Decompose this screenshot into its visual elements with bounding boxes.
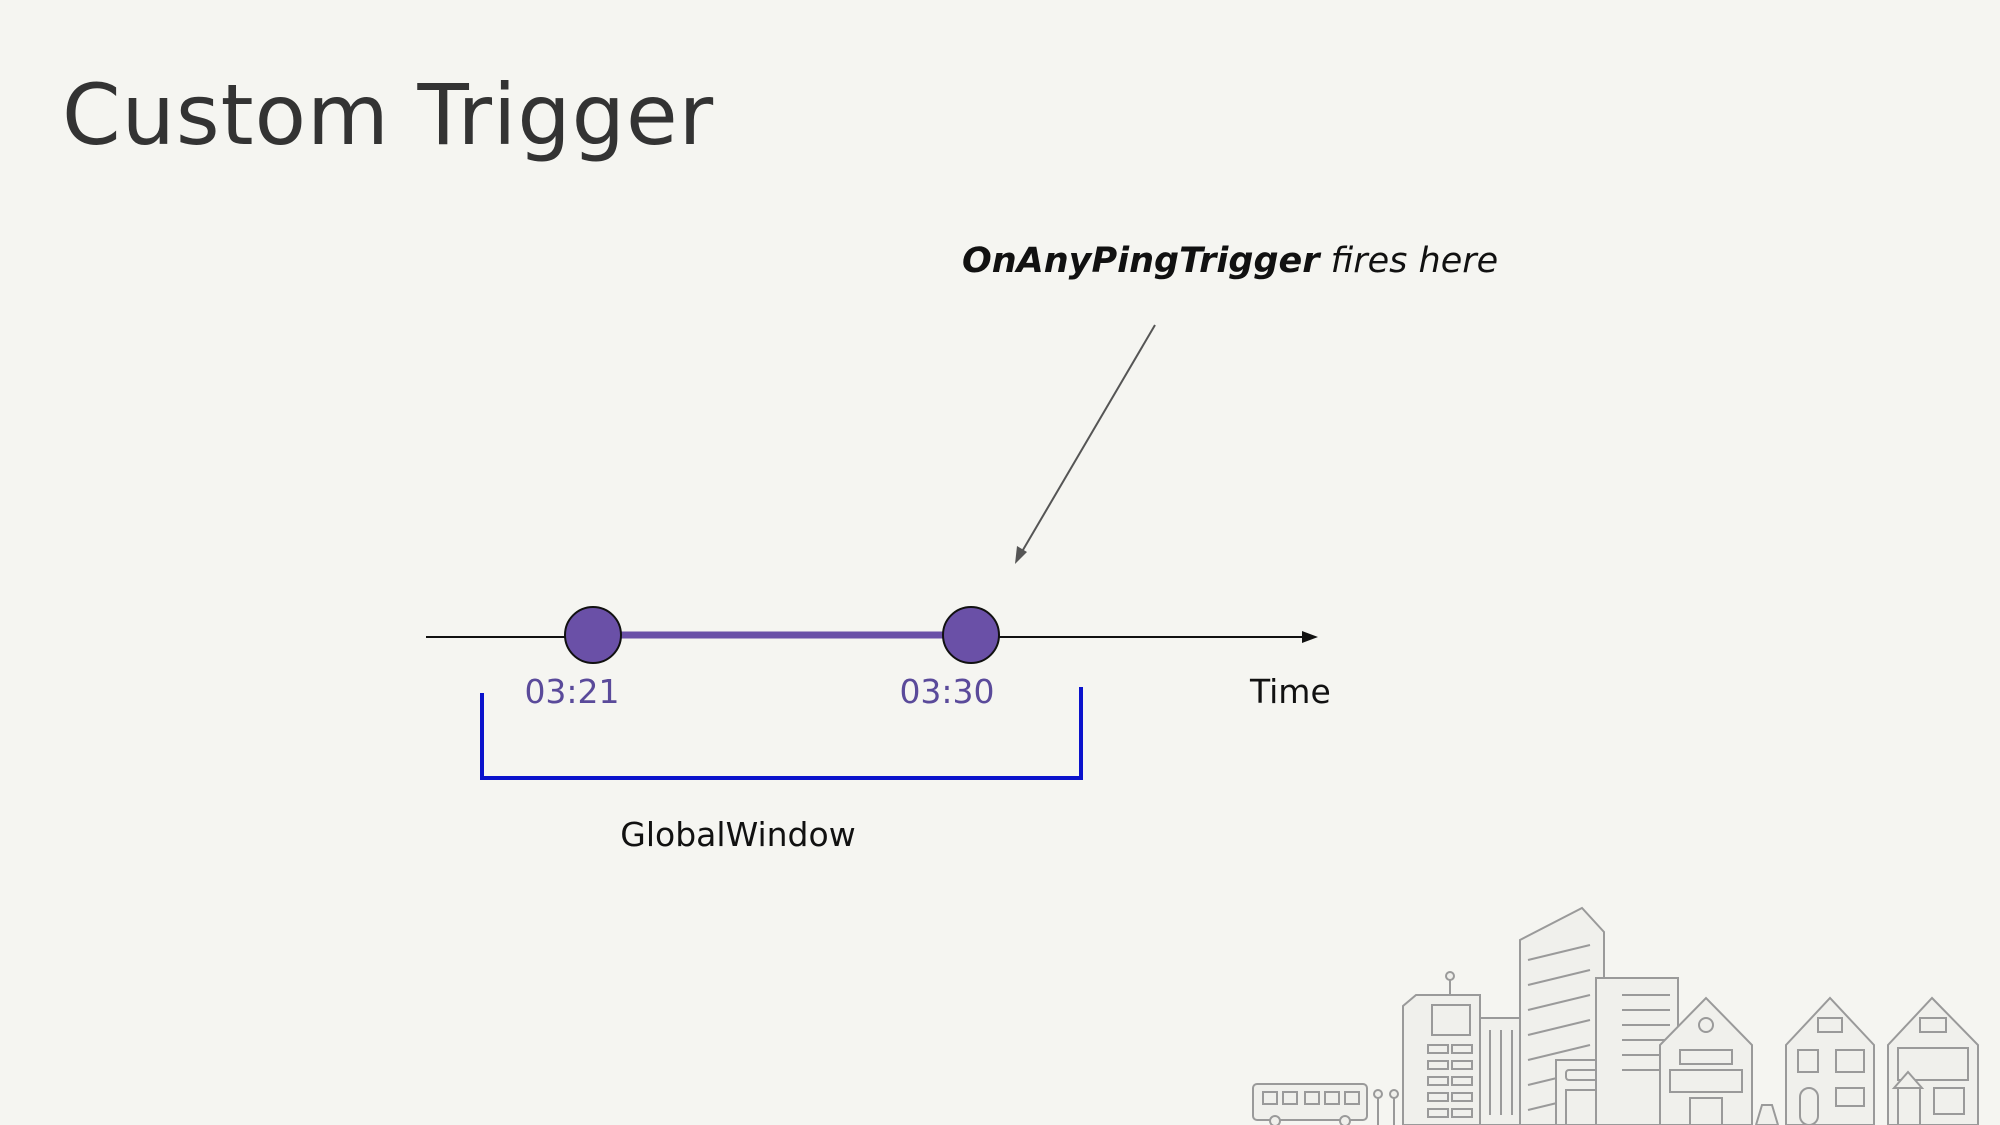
annotation-text: OnAnyPingTrigger fires here <box>962 241 1498 281</box>
global-window-label: GlobalWindow <box>620 815 855 854</box>
annotation-rest: fires here <box>1320 241 1499 281</box>
slide-title: Custom Trigger <box>62 66 715 164</box>
time-axis-arrowhead <box>1302 631 1318 643</box>
time-axis-label: Time <box>1249 672 1331 711</box>
annotation-strong: OnAnyPingTrigger <box>962 241 1322 281</box>
global-window-bracket <box>480 687 1083 780</box>
city-skyline-illustration <box>1252 906 1979 1125</box>
event-marker-2 <box>942 606 1000 664</box>
annotation-arrow <box>1019 324 1156 556</box>
event-marker-1 <box>564 606 622 664</box>
event-label-2: 03:30 <box>899 672 994 711</box>
event-label-1: 03:21 <box>524 672 619 711</box>
annotation-arrow-head <box>1015 546 1027 564</box>
